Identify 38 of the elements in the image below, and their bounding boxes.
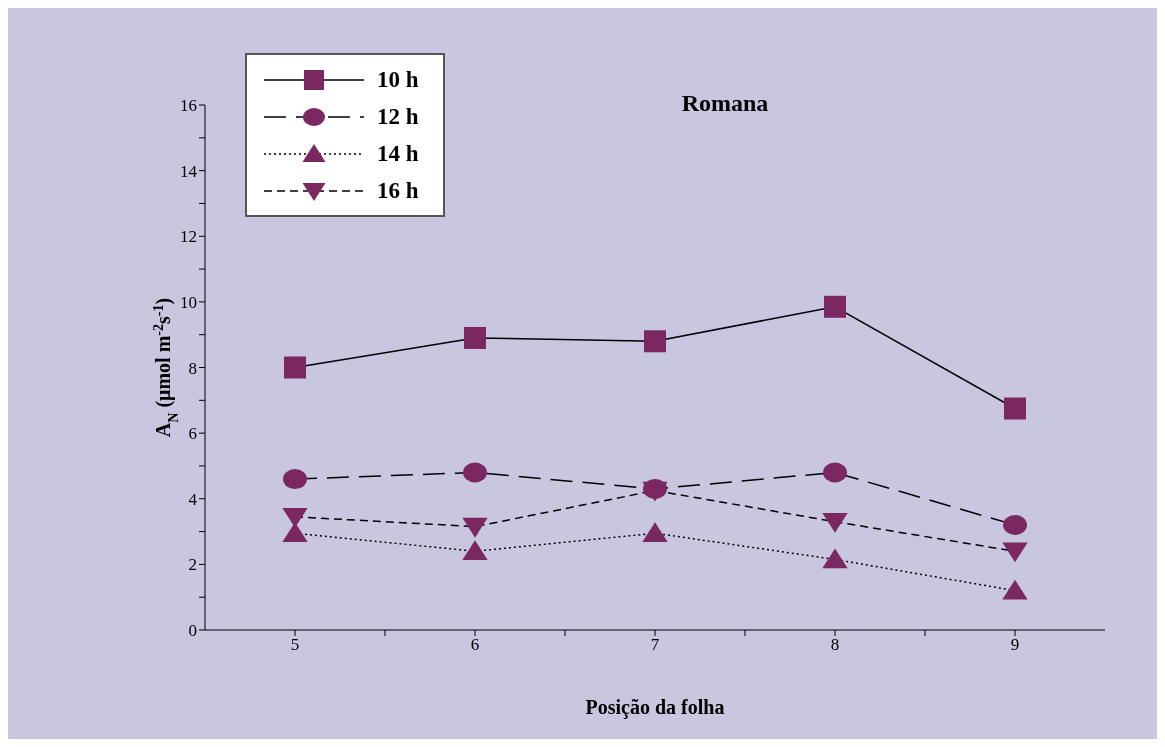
point [284, 356, 306, 379]
legend-label: 10 h [377, 66, 419, 93]
x-tick-label: 9 [1010, 635, 1020, 655]
point [282, 522, 308, 542]
x-tick-label: 8 [830, 635, 840, 655]
legend-label: 14 h [377, 140, 419, 167]
point [1004, 397, 1026, 420]
y-tick-label: 14 [180, 161, 198, 181]
point [822, 512, 848, 533]
point [642, 522, 668, 542]
x-tick-label: 6 [470, 635, 480, 655]
chart-title: Romana [681, 90, 769, 116]
y-tick-label: 6 [188, 424, 197, 444]
point [824, 295, 846, 318]
point [464, 326, 486, 349]
point [282, 508, 308, 528]
point [822, 548, 848, 569]
x-tick-label: 7 [650, 635, 660, 655]
legend-label: 16 h [377, 177, 419, 204]
x-axis-title: Posição da folha [585, 696, 725, 720]
legend-label: 12 h [377, 103, 419, 130]
y-tick-label: 8 [188, 358, 197, 378]
point [462, 517, 488, 538]
point [1002, 579, 1028, 600]
point [1003, 515, 1027, 535]
x-tick-label: 5 [290, 635, 300, 655]
y-tick-label: 2 [188, 555, 197, 575]
point [823, 462, 847, 483]
y-tick-label: 16 [180, 96, 197, 116]
y-tick-label: 10 [180, 292, 197, 312]
point [1002, 542, 1028, 563]
point [283, 469, 307, 490]
y-tick-label: 12 [180, 227, 197, 247]
y-tick-label: 4 [188, 489, 198, 509]
y-tick-label: 0 [188, 621, 197, 641]
point [462, 540, 488, 561]
point [644, 330, 666, 353]
point [463, 462, 487, 483]
